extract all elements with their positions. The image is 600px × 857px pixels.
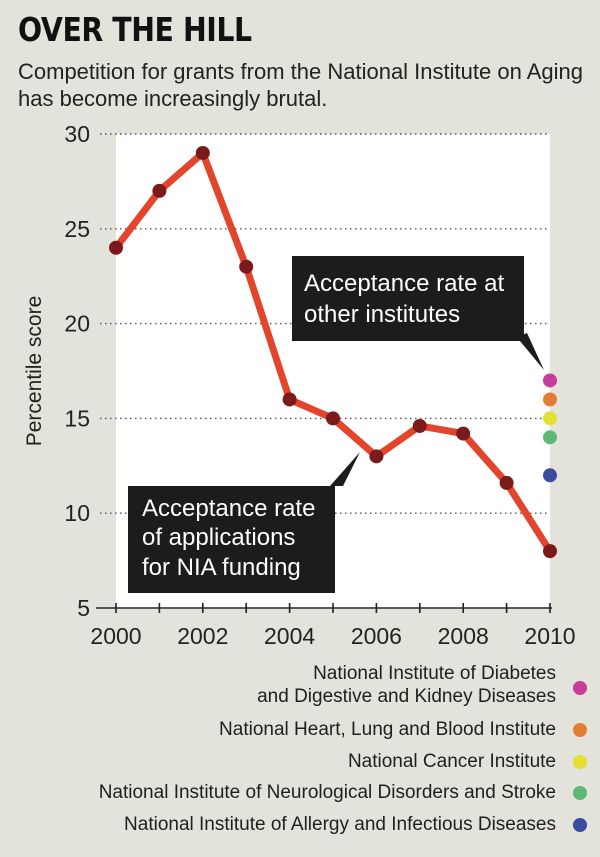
x-tick-label: 2002 bbox=[177, 623, 228, 649]
data-point bbox=[195, 145, 210, 160]
x-tick-label: 2008 bbox=[438, 623, 489, 649]
x-tick-label: 2000 bbox=[90, 623, 141, 649]
legend-label: National Institute of Allergy and Infect… bbox=[124, 814, 556, 835]
legend-label: and Digestive and Kidney Diseases bbox=[257, 686, 556, 707]
other-institute-point bbox=[543, 468, 557, 483]
legend-dot-diabetes bbox=[573, 681, 587, 695]
data-point bbox=[499, 475, 514, 490]
callout-nia: Acceptance rate of applications for NIA … bbox=[128, 452, 360, 593]
y-tick-label: 15 bbox=[64, 405, 90, 431]
legend-item-diabetes: National Institute of Diabetes and Diges… bbox=[0, 662, 587, 708]
y-tick-label: 30 bbox=[64, 121, 90, 147]
legend-dot-cancer bbox=[573, 755, 587, 769]
other-institute-point bbox=[543, 430, 557, 445]
data-point bbox=[326, 411, 340, 426]
callout-nia-pointer bbox=[330, 452, 360, 486]
legend-dot-heart-lung-blood bbox=[573, 723, 587, 737]
callout-other-institutes: Acceptance rate at other institutes bbox=[292, 256, 544, 370]
legend-item-cancer: National Cancer Institute bbox=[0, 750, 587, 773]
data-point bbox=[109, 240, 123, 255]
data-point bbox=[456, 426, 471, 441]
x-tick-label: 2010 bbox=[524, 623, 575, 649]
legend-label: National Heart, Lung and Blood Institute bbox=[219, 719, 556, 740]
page-title: OVER THE HILL bbox=[18, 10, 252, 49]
legend-item-heart-lung-blood: National Heart, Lung and Blood Institute bbox=[0, 718, 587, 741]
callout-nia-line-2: of applications bbox=[142, 524, 295, 551]
data-point bbox=[412, 418, 427, 433]
legend-dot-allergy bbox=[573, 818, 587, 832]
subtitle: Competition for grants from the National… bbox=[18, 59, 583, 111]
data-point bbox=[369, 449, 384, 464]
data-point bbox=[239, 259, 254, 274]
other-institute-point bbox=[543, 392, 557, 407]
legend-item-allergy: National Institute of Allergy and Infect… bbox=[0, 813, 587, 836]
callout-other-pointer bbox=[520, 333, 544, 370]
other-institute-point bbox=[543, 373, 557, 388]
x-tick-label: 2006 bbox=[351, 623, 402, 649]
legend-label: National Cancer Institute bbox=[347, 751, 556, 772]
callout-other-line-1: Acceptance rate at bbox=[304, 270, 504, 297]
data-point bbox=[152, 183, 167, 198]
callout-nia-line-3: for NIA funding bbox=[142, 554, 301, 581]
y-tick-label: 25 bbox=[64, 216, 90, 242]
data-point bbox=[282, 392, 297, 407]
callout-other-line-2: other institutes bbox=[304, 301, 460, 328]
legend-dot-neurological bbox=[573, 786, 587, 800]
legend: National Institute of Diabetes and Diges… bbox=[0, 662, 587, 836]
y-tick-label: 10 bbox=[64, 500, 90, 526]
legend-item-neurological: National Institute of Neurological Disor… bbox=[0, 781, 587, 804]
other-institute-point bbox=[543, 411, 557, 426]
legend-label: National Institute of Neurological Disor… bbox=[98, 782, 556, 803]
x-tick-label: 2004 bbox=[264, 623, 315, 649]
line-chart: 5 10 15 20 25 30 2000 2002 2004 2006 2008 2010 Per… bbox=[23, 121, 576, 649]
data-point bbox=[543, 544, 557, 559]
callout-other-box bbox=[292, 256, 524, 341]
callout-nia-line-1: Acceptance rate bbox=[142, 495, 315, 522]
callout-nia-box bbox=[128, 486, 335, 593]
legend-label: National Institute of Diabetes bbox=[313, 663, 556, 684]
y-axis-label: Percentile score bbox=[23, 296, 46, 447]
y-tick-label: 20 bbox=[64, 311, 90, 337]
y-tick-label: 5 bbox=[77, 595, 90, 621]
